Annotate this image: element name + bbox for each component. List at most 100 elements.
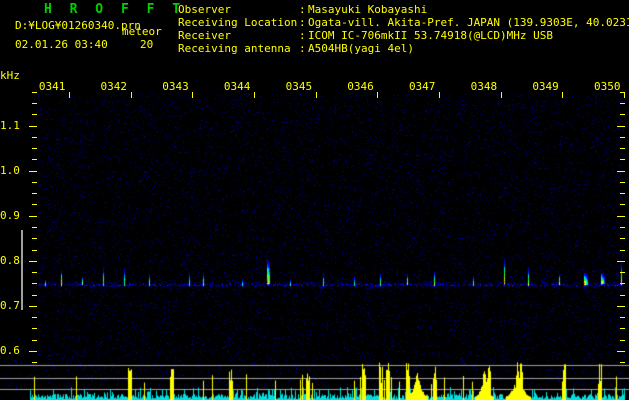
x-tick-label: 0348 [470, 80, 498, 93]
x-tick-mark [130, 92, 132, 98]
y-tick-minor-right [620, 227, 625, 228]
y-tick-minor [32, 272, 37, 274]
y-tick-mark [29, 350, 37, 352]
metadata-block: Observer : Masayuki Kobayashi Receiving … [178, 3, 629, 55]
y-tick-minor-right [620, 238, 625, 240]
observation-datetime: 02.01.26 03:40 [15, 38, 108, 51]
y-tick-minor-right [620, 103, 625, 105]
y-tick-minor-right [620, 283, 625, 285]
y-tick-minor [32, 159, 37, 161]
x-tick-mark [253, 92, 255, 98]
y-tick-minor [32, 204, 37, 206]
y-tick-minor [32, 294, 37, 296]
y-tick-label: 0.6 [0, 343, 20, 357]
y-tick-minor [32, 91, 37, 93]
spectrogram-plot [38, 94, 624, 360]
metadata-key: Receiving Location [178, 16, 298, 29]
metadata-separator: : [299, 3, 306, 16]
y-tick-minor [32, 148, 37, 150]
log-file-path: D:¥LOG¥01260340.prn [15, 19, 141, 32]
y-tick-label: 0.9 [0, 208, 20, 222]
y-tick-mark-right [617, 215, 625, 217]
x-tick-label: 0349 [532, 80, 559, 93]
y-tick-minor [32, 103, 37, 105]
y-tick-mark [29, 170, 37, 172]
y-tick-mark-right [617, 170, 625, 172]
metadata-key: Observer [178, 3, 231, 16]
y-tick-minor-right [620, 148, 625, 150]
metadata-row: Receiving Location : Ogata-vill. Akita-P… [178, 16, 629, 29]
y-tick-mark-right [617, 125, 625, 127]
x-tick-mark [562, 92, 564, 98]
y-tick-minor-right [620, 159, 625, 161]
y-tick-minor [32, 328, 37, 330]
y-tick-label: 1.0 [0, 163, 20, 177]
y-tick-label: 0.7 [0, 298, 20, 312]
y-tick-minor-right [620, 114, 625, 116]
metadata-separator: : [299, 29, 306, 42]
y-tick-minor-right [620, 193, 625, 195]
y-tick-minor [32, 193, 37, 195]
x-tick-mark [624, 92, 625, 98]
y-tick-minor-right [620, 328, 625, 330]
y-tick-mark [29, 125, 37, 127]
x-tick-label: 0345 [285, 80, 313, 93]
y-tick-minor [32, 238, 37, 240]
x-tick-mark [315, 92, 317, 98]
y-tick-mark [29, 260, 37, 262]
y-tick-minor [32, 249, 37, 251]
y-tick-minor-right [620, 136, 625, 138]
metadata-key: Receiver [178, 29, 231, 42]
y-tick-minor [32, 227, 37, 228]
y-tick-minor [32, 136, 37, 138]
x-tick-mark [68, 92, 70, 98]
y-tick-label: 0.8 [0, 253, 20, 267]
x-tick-label: 0344 [223, 80, 251, 93]
y-tick-minor-right [620, 294, 625, 296]
y-tick-minor-right [620, 249, 625, 251]
metadata-separator: : [299, 16, 306, 29]
y-tick-minor [32, 339, 37, 341]
y-tick-minor-right [620, 181, 625, 183]
y-tick-minor [32, 362, 37, 364]
y-tick-minor-right [620, 272, 625, 274]
echo-count: 20 [140, 38, 154, 51]
x-tick-label: 0341 [38, 80, 66, 93]
x-tick-mark [377, 92, 379, 98]
x-tick-label: 0350 [594, 80, 621, 93]
metadata-value: Masayuki Kobayashi [308, 3, 428, 16]
y-tick-minor [32, 283, 37, 285]
y-tick-minor [32, 181, 37, 183]
y-tick-mark-right [617, 350, 625, 352]
y-tick-minor [32, 114, 37, 116]
metadata-row: Observer : Masayuki Kobayashi [178, 3, 629, 16]
y-tick-mark-right [617, 305, 625, 307]
observation-mode-label: meteor [122, 25, 162, 38]
metadata-row: Receiving antenna : A504HB(yagi 4el) [178, 42, 629, 55]
x-tick-label: 0346 [347, 80, 374, 93]
y-tick-minor-right [620, 204, 625, 206]
y-tick-mark-right [617, 260, 625, 262]
metadata-value: A504HB(yagi 4el) [308, 42, 414, 55]
metadata-key: Receiving antenna [178, 42, 291, 55]
y-tick-mark [29, 215, 37, 217]
signal-strength-panel [0, 360, 629, 400]
x-tick-mark [438, 92, 440, 98]
y-tick-mark [29, 305, 37, 307]
y-tick-minor [32, 317, 37, 319]
y-axis-unit-label: kHz [0, 69, 20, 82]
y-tick-label: 1.1 [0, 118, 20, 132]
frequency-range-marker [21, 230, 23, 310]
y-tick-minor-right [620, 317, 625, 319]
y-tick-minor-right [620, 91, 625, 93]
x-tick-mark [192, 92, 194, 98]
x-tick-label: 0343 [162, 80, 189, 93]
metadata-row: Receiver : ICOM IC-706mkII 53.74918(@LCD… [178, 29, 629, 42]
app-title: H R O F F T [44, 2, 186, 17]
x-tick-label: 0342 [100, 80, 128, 93]
y-tick-minor-right [620, 362, 625, 364]
metadata-value: Ogata-vill. Akita-Pref. JAPAN (139.9303E… [308, 16, 629, 29]
x-tick-mark [500, 92, 502, 98]
x-tick-label: 0347 [408, 80, 436, 93]
